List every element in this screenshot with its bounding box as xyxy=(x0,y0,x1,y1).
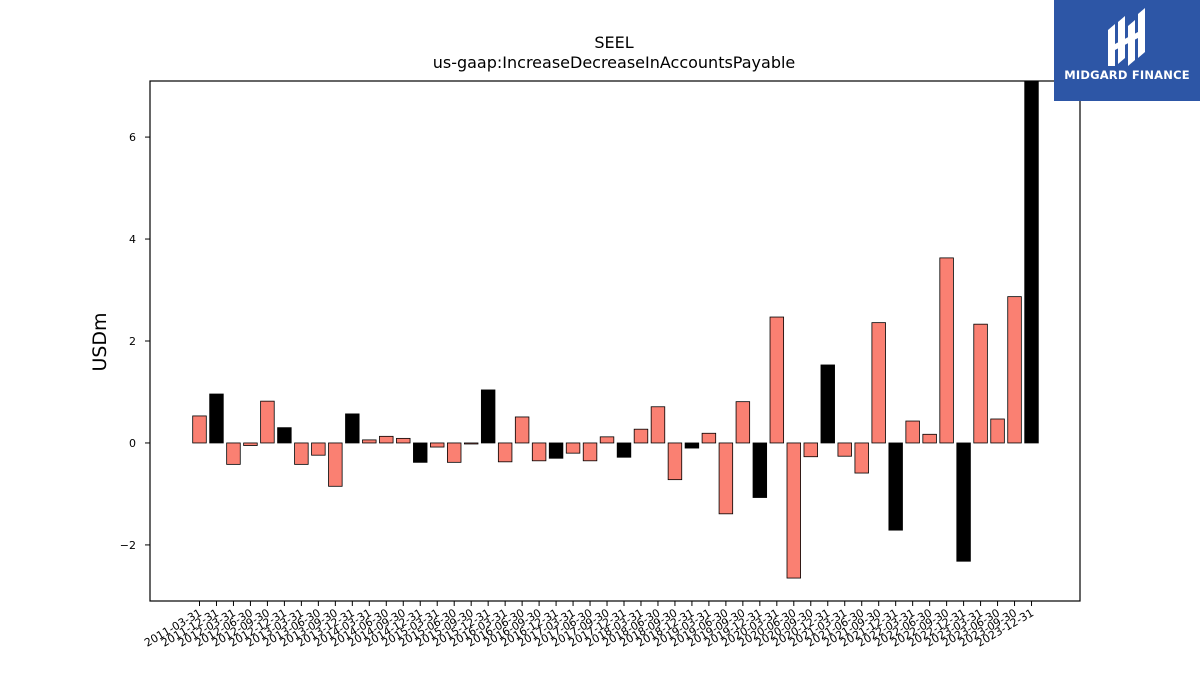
chart-subtitle: us-gaap:IncreaseDecreaseInAccountsPayabl… xyxy=(433,53,796,72)
chart-title: SEEL xyxy=(594,33,633,52)
bar-2016-03-31 xyxy=(497,442,513,463)
bar-2019-09-30 xyxy=(735,401,751,444)
bar-2015-06-30 xyxy=(446,442,462,463)
bar-2020-12-31 xyxy=(820,364,835,444)
bar-2012-12-31 xyxy=(277,427,292,444)
brand-logo: MIDGARD FINANCE xyxy=(1054,0,1200,101)
bar-2019-12-31 xyxy=(752,442,768,498)
bar-2012-03-31 xyxy=(226,442,241,465)
bar-2021-06-30 xyxy=(854,442,869,474)
y-tick-label: 2 xyxy=(129,335,136,348)
y-ticks-group: −2 0 2 4 6 xyxy=(120,131,150,552)
bar-2023-12-31 xyxy=(1024,80,1039,444)
bars-group xyxy=(192,80,1039,579)
plot-frame xyxy=(149,80,1081,602)
bar-2014-12-31 xyxy=(413,442,428,463)
bar-2011-03-31 xyxy=(192,415,207,444)
logo-text: MIDGARD FINANCE xyxy=(1064,68,1190,82)
bar-2018-03-31 xyxy=(633,428,649,444)
bar-2022-06-30 xyxy=(922,433,937,444)
bar-2018-09-30 xyxy=(667,442,683,481)
bar-2023-09-30 xyxy=(1007,296,1022,444)
bar-2013-12-31 xyxy=(345,413,360,444)
bar-2012-09-30 xyxy=(260,400,275,444)
bar-2012-06-30 xyxy=(243,442,258,446)
bar-2015-03-31 xyxy=(430,442,445,448)
bar-2019-06-30 xyxy=(718,442,734,515)
bar-2023-03-31 xyxy=(973,323,988,444)
bar-2017-12-31 xyxy=(616,442,632,458)
bar-2016-06-30 xyxy=(514,416,530,444)
y-tick-label: 4 xyxy=(129,233,136,246)
bar-2017-06-30 xyxy=(582,442,598,462)
bar-2013-06-30 xyxy=(311,442,326,456)
bar-2013-03-31 xyxy=(294,442,309,465)
bar-2019-03-31 xyxy=(701,432,717,444)
bar-2014-06-30 xyxy=(379,435,394,444)
bar-2016-09-30 xyxy=(531,442,547,462)
bar-2018-12-31 xyxy=(684,442,700,449)
y-tick-label: 6 xyxy=(129,131,136,144)
bar-2022-12-31 xyxy=(956,442,971,562)
bar-2017-09-30 xyxy=(599,436,615,444)
y-axis-label: USDm xyxy=(89,312,111,371)
bar-2021-03-31 xyxy=(837,442,852,457)
bar-2017-03-31 xyxy=(565,442,581,454)
bar-2022-09-30 xyxy=(939,257,954,444)
bar-2014-09-30 xyxy=(396,437,411,444)
bar-2023-06-30 xyxy=(990,418,1005,444)
bar-2018-06-30 xyxy=(650,406,666,444)
logo-mark-icon xyxy=(1108,8,1145,66)
bar-2020-03-31 xyxy=(769,316,785,444)
bar-2020-06-30 xyxy=(786,442,802,579)
bar-2022-03-31 xyxy=(905,420,920,444)
x-ticks-group: 2011-03-312011-12-312012-03-312012-06-30… xyxy=(142,601,1036,650)
bar-2016-12-31 xyxy=(548,442,564,459)
bar-2014-03-31 xyxy=(362,439,377,444)
bar-2011-12-31 xyxy=(209,393,224,444)
bar-2021-12-31 xyxy=(888,442,903,531)
y-tick-label: 0 xyxy=(129,437,136,450)
bar-2021-09-30 xyxy=(871,322,886,444)
bar-2013-09-30 xyxy=(328,442,343,487)
y-tick-label: −2 xyxy=(120,539,136,552)
bar-2015-12-31 xyxy=(480,389,496,444)
bar-2020-09-30 xyxy=(803,442,818,458)
bar-2015-09-30 xyxy=(463,442,479,445)
